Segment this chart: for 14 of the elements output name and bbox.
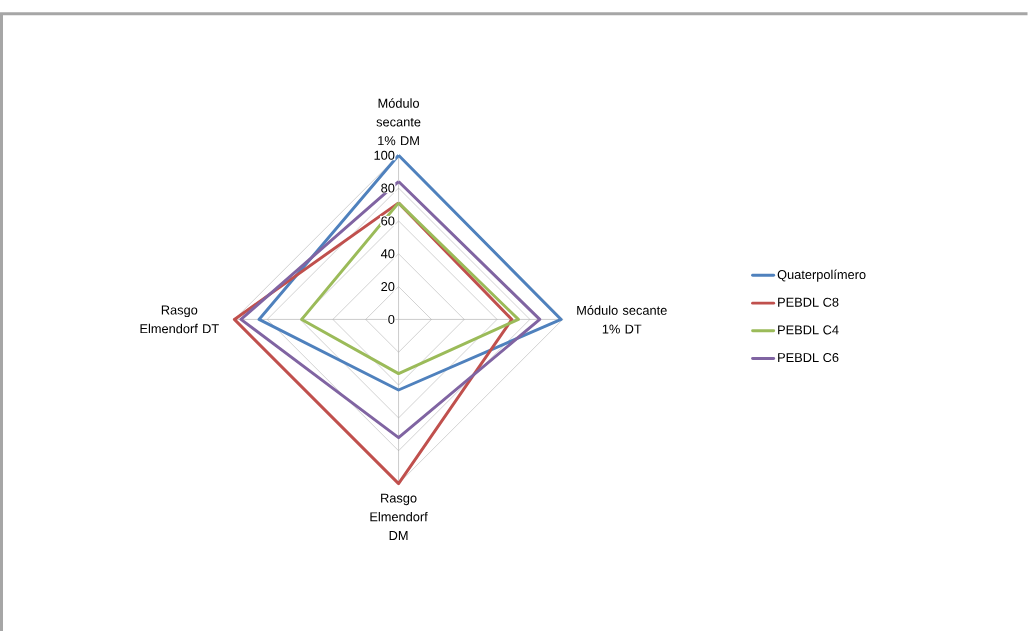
y-tick-label: 0: [388, 314, 395, 324]
legend-label: PEBDL C6: [778, 352, 839, 362]
spoke-label: Rasgo Elmendorf DT: [140, 305, 219, 334]
legend-label: PEBDL C4: [778, 325, 839, 335]
y-tick-label: 40: [380, 249, 395, 259]
spoke-label: Módulo secante 1% DT: [577, 305, 667, 334]
legend-label: PEBDL C8: [778, 297, 839, 307]
legend-label: Quaterpolímero: [777, 269, 866, 282]
y-tick-label: 20: [381, 281, 395, 291]
y-tick-label: 60: [381, 216, 395, 226]
y-tick-label: 100: [374, 150, 395, 160]
spoke-label: Rasgo Elmendorf DM: [370, 493, 428, 540]
spoke-label: Módulo secante 1% DM: [376, 98, 421, 145]
y-tick-label: 80: [381, 183, 395, 193]
